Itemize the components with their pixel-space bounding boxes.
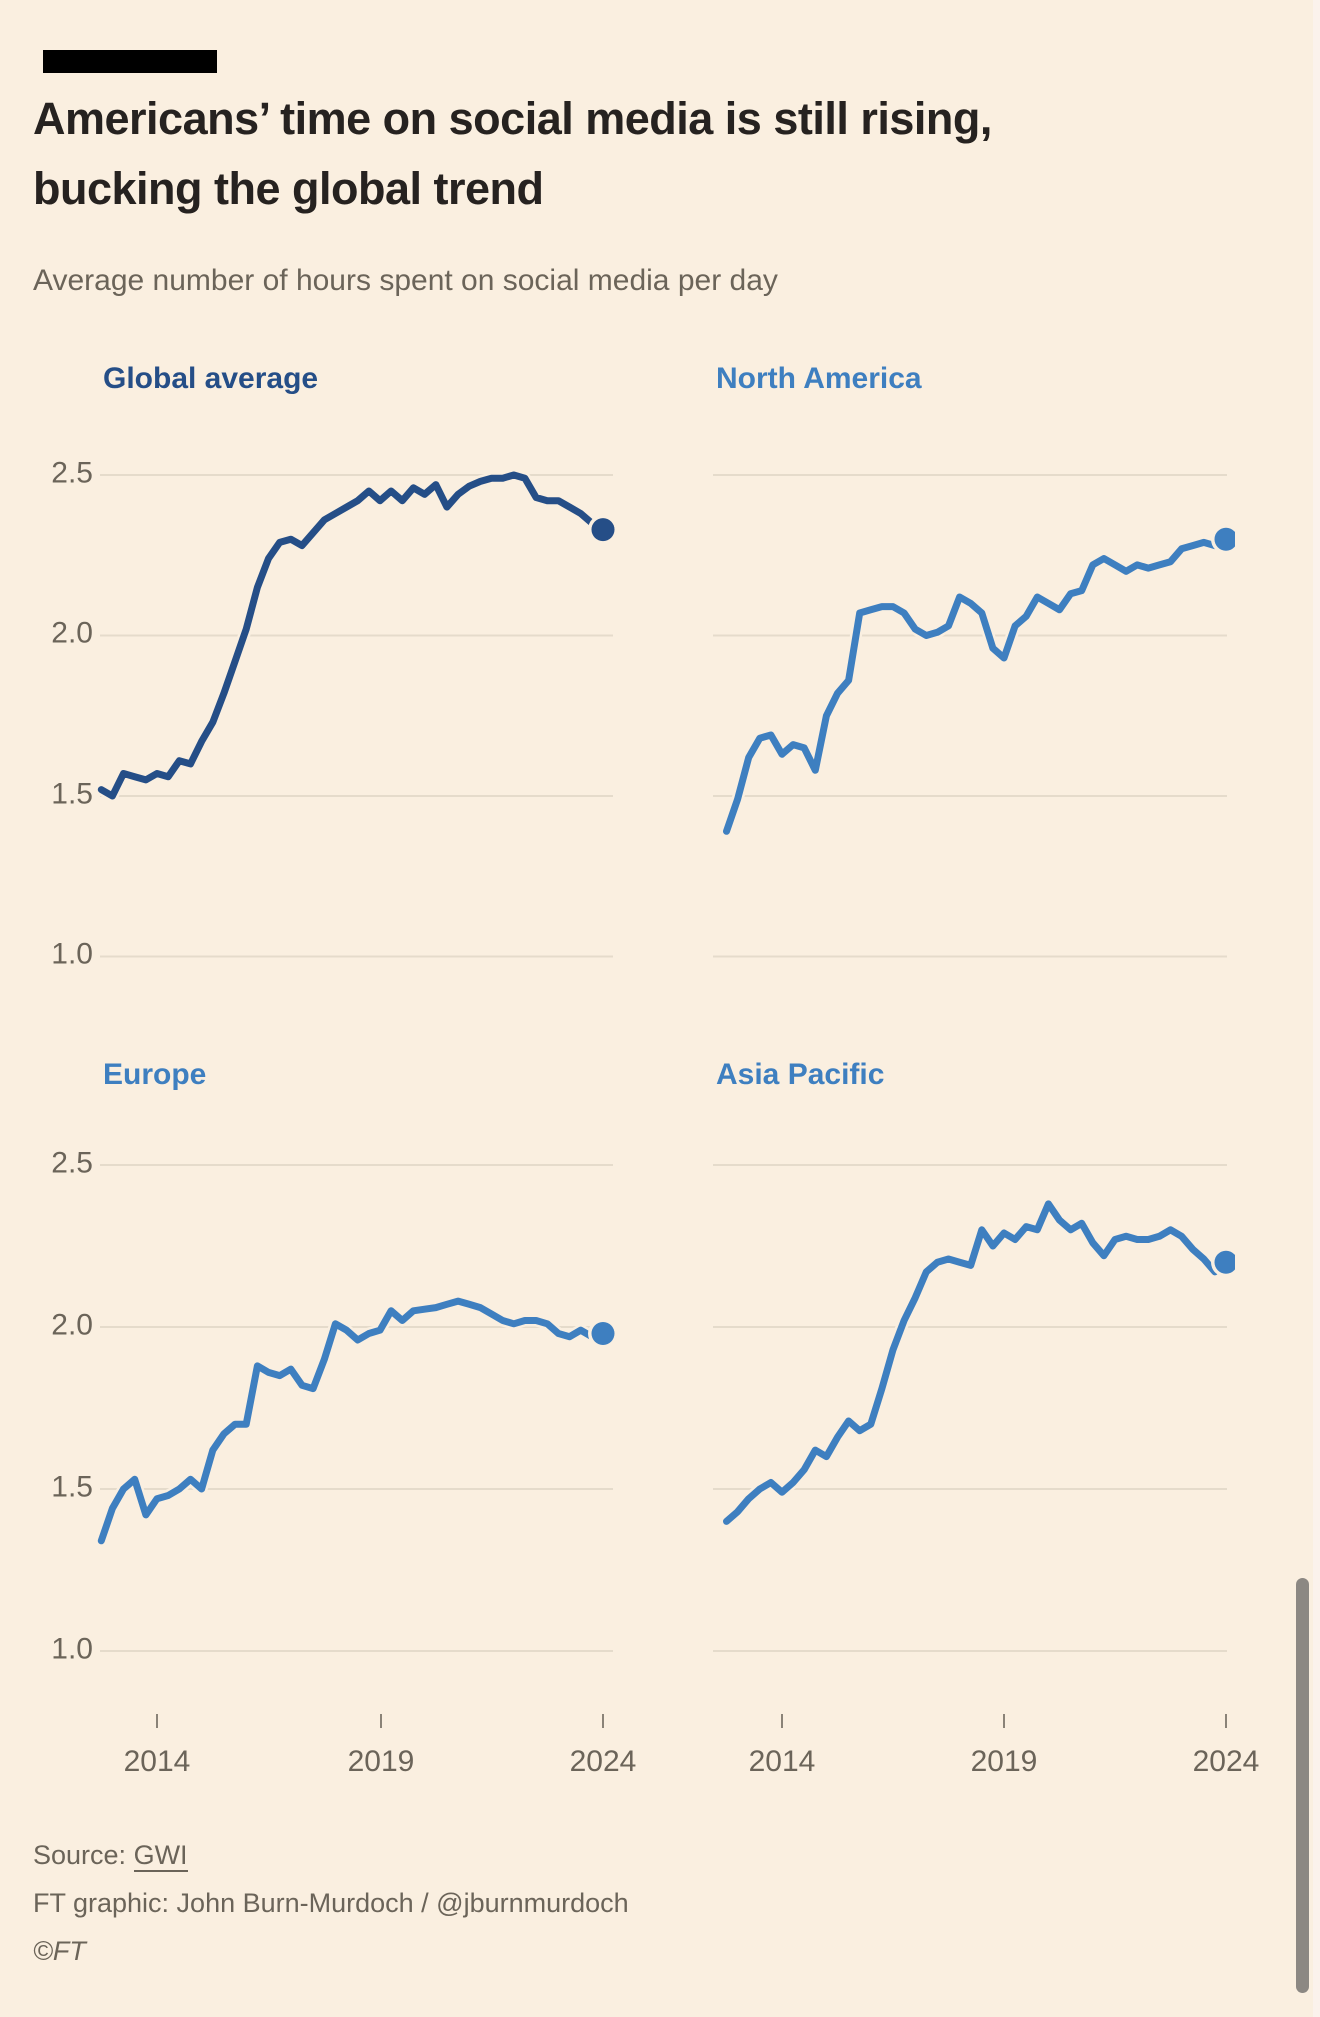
y-tick-label-2-5b: 2.5	[51, 1146, 93, 1180]
x-tick-2019-left	[380, 1714, 382, 1728]
y-tick-label-1-0: 1.0	[51, 937, 93, 971]
x-tick-label-2024-right: 2024	[1192, 1745, 1260, 1778]
panel-title-global-average: Global average	[103, 362, 319, 395]
scrollbar-track[interactable]	[1313, 0, 1320, 2017]
y-tick-label-1-0b: 1.0	[51, 1632, 93, 1666]
y-tick-label-2-0: 2.0	[51, 616, 93, 650]
x-tick-label-2024-left: 2024	[569, 1745, 637, 1778]
y-tick-label-1-5b: 1.5	[51, 1470, 93, 1504]
ft-accent-bar	[43, 50, 217, 73]
panel-title-north-america: North America	[716, 362, 922, 395]
page-title-line2: bucking the global trend	[33, 163, 544, 214]
x-tick-label-2019-left: 2019	[347, 1745, 415, 1778]
source-link-gwi[interactable]: GWI	[133, 1840, 188, 1872]
y-tick-label-2-0b: 2.0	[51, 1308, 93, 1342]
panel-title-europe: Europe	[103, 1058, 207, 1091]
x-tick-2024-left	[602, 1714, 604, 1728]
y-tick-label-1-5: 1.5	[51, 777, 93, 811]
page-title-line1: Americans’ time on social media is still…	[33, 93, 992, 144]
line-chart-europe	[95, 1164, 618, 1652]
chart-subtitle: Average number of hours spent on social …	[33, 264, 778, 297]
line-chart-global-average	[95, 469, 618, 958]
x-tick-label-2014-right: 2014	[748, 1745, 816, 1778]
line-chart-north-america	[713, 474, 1235, 958]
x-tick-2019-right	[1003, 1714, 1005, 1728]
y-tick-label-2-5: 2.5	[51, 456, 93, 490]
copyright-line: ©FT	[33, 1936, 86, 1966]
x-tick-2014-left	[156, 1714, 158, 1728]
line-chart-asia-pacific	[713, 1164, 1235, 1652]
x-tick-2024-right	[1225, 1714, 1227, 1728]
source-line: Source: GWI	[33, 1840, 188, 1872]
scrollbar-thumb[interactable]	[1296, 1578, 1309, 1993]
x-tick-2014-right	[781, 1714, 783, 1728]
x-tick-label-2019-right: 2019	[970, 1745, 1038, 1778]
x-tick-label-2014-left: 2014	[123, 1745, 191, 1778]
panel-title-asia-pacific: Asia Pacific	[716, 1058, 885, 1091]
credit-line: FT graphic: John Burn-Murdoch / @jburnmu…	[33, 1888, 629, 1918]
page-title: Americans’ time on social media is still…	[33, 84, 992, 224]
source-prefix: Source:	[33, 1840, 134, 1870]
